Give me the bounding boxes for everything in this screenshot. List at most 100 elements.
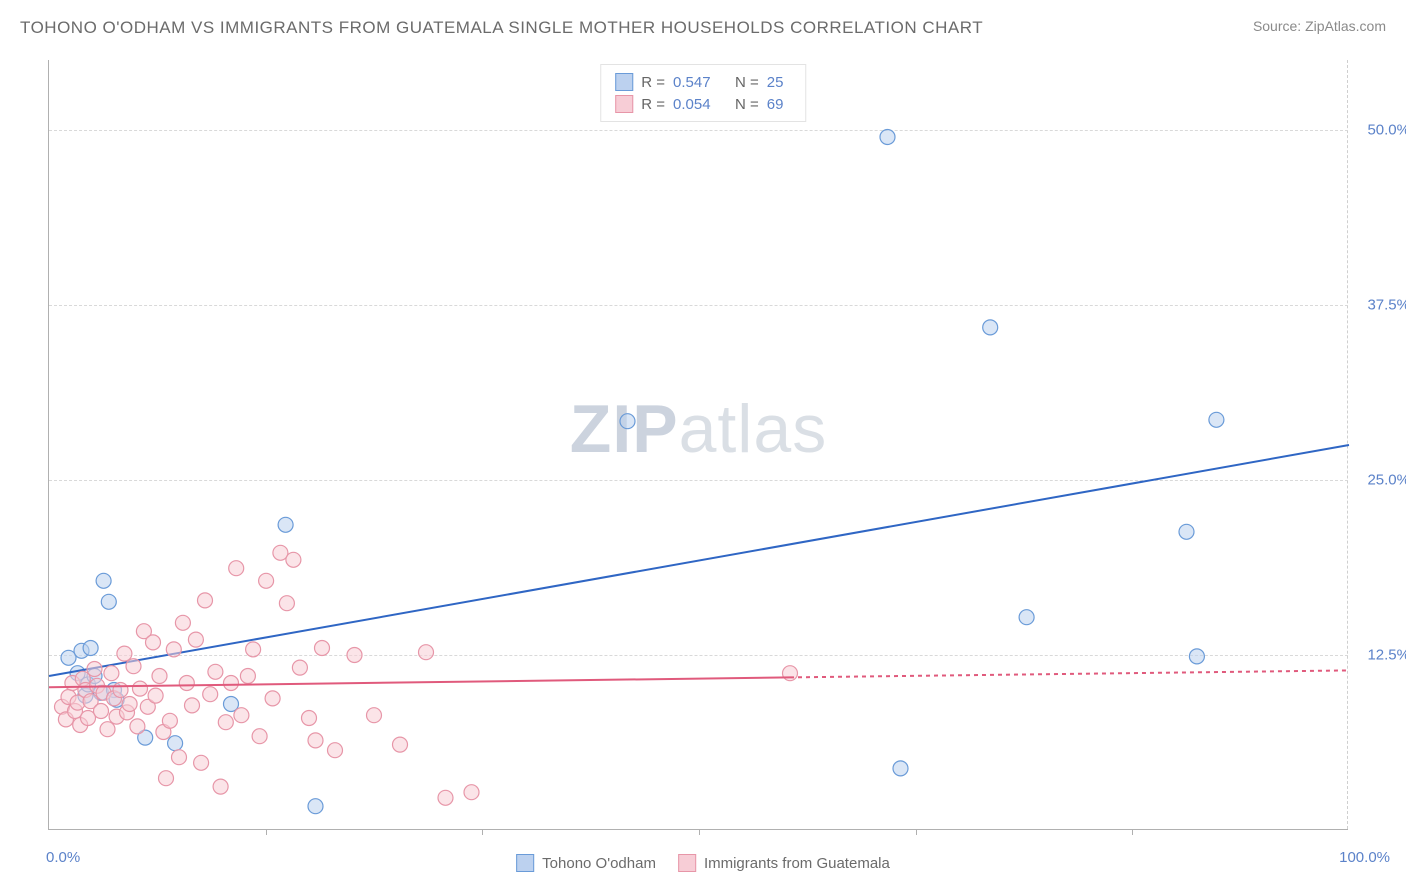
trend-line xyxy=(49,445,1349,676)
scatter-point xyxy=(1209,412,1224,427)
n-label: N = xyxy=(735,96,759,113)
scatter-point xyxy=(208,664,223,679)
scatter-point xyxy=(302,711,317,726)
scatter-point xyxy=(146,635,161,650)
scatter-point xyxy=(203,687,218,702)
scatter-point xyxy=(101,594,116,609)
scatter-point xyxy=(880,130,895,145)
x-axis-max-label: 100.0% xyxy=(1339,849,1390,866)
scatter-point xyxy=(122,697,137,712)
scatter-svg xyxy=(49,60,1348,829)
scatter-point xyxy=(234,708,249,723)
y-tick-label: 12.5% xyxy=(1367,647,1406,664)
scatter-point xyxy=(279,596,294,611)
r-value: 0.054 xyxy=(673,96,727,113)
n-value: 69 xyxy=(767,96,791,113)
chart-title: TOHONO O'ODHAM VS IMMIGRANTS FROM GUATEM… xyxy=(20,18,983,38)
scatter-point xyxy=(265,691,280,706)
legend-bottom-item: Tohono O'odham xyxy=(516,854,656,872)
scatter-point xyxy=(96,573,111,588)
scatter-point xyxy=(1189,649,1204,664)
scatter-point xyxy=(308,799,323,814)
scatter-point xyxy=(367,708,382,723)
legend-bottom-item: Immigrants from Guatemala xyxy=(678,854,890,872)
r-value: 0.547 xyxy=(673,74,727,91)
scatter-point xyxy=(166,642,181,657)
scatter-point xyxy=(252,729,267,744)
scatter-point xyxy=(100,722,115,737)
y-tick-label: 50.0% xyxy=(1367,122,1406,139)
x-tick xyxy=(266,829,267,835)
scatter-point xyxy=(347,648,362,663)
scatter-point xyxy=(328,743,343,758)
scatter-point xyxy=(464,785,479,800)
scatter-point xyxy=(1179,524,1194,539)
scatter-point xyxy=(168,736,183,751)
trend-line-extrapolated xyxy=(790,670,1349,677)
y-tick-label: 25.0% xyxy=(1367,472,1406,489)
scatter-point xyxy=(315,641,330,656)
scatter-point xyxy=(308,733,323,748)
scatter-point xyxy=(259,573,274,588)
scatter-point xyxy=(117,646,132,661)
legend-swatch xyxy=(615,73,633,91)
scatter-point xyxy=(194,755,209,770)
series-legend: Tohono O'odham Immigrants from Guatemala xyxy=(516,854,890,872)
scatter-point xyxy=(83,641,98,656)
scatter-point xyxy=(152,669,167,684)
legend-swatch xyxy=(516,854,534,872)
scatter-point xyxy=(94,704,109,719)
x-axis-min-label: 0.0% xyxy=(46,849,80,866)
scatter-point xyxy=(620,414,635,429)
scatter-point xyxy=(172,750,187,765)
legend-swatch xyxy=(678,854,696,872)
scatter-point xyxy=(148,688,163,703)
scatter-point xyxy=(229,561,244,576)
scatter-point xyxy=(185,698,200,713)
scatter-point xyxy=(87,662,102,677)
legend-label: Immigrants from Guatemala xyxy=(704,855,890,872)
r-label: R = xyxy=(641,74,665,91)
scatter-point xyxy=(133,681,148,696)
legend-top-row: R = 0.547 N = 25 xyxy=(615,71,791,93)
scatter-point xyxy=(240,669,255,684)
source-name: ZipAtlas.com xyxy=(1305,18,1386,34)
scatter-point xyxy=(286,552,301,567)
scatter-point xyxy=(179,676,194,691)
legend-top-row: R = 0.054 N = 69 xyxy=(615,93,791,115)
x-tick xyxy=(916,829,917,835)
scatter-point xyxy=(162,713,177,728)
scatter-point xyxy=(218,715,233,730)
scatter-point xyxy=(126,659,141,674)
scatter-point xyxy=(188,632,203,647)
scatter-point xyxy=(104,666,119,681)
scatter-point xyxy=(246,642,261,657)
scatter-point xyxy=(292,660,307,675)
scatter-point xyxy=(278,517,293,532)
scatter-point xyxy=(893,761,908,776)
scatter-point xyxy=(983,320,998,335)
scatter-point xyxy=(159,771,174,786)
n-label: N = xyxy=(735,74,759,91)
scatter-point xyxy=(419,645,434,660)
scatter-point xyxy=(1019,610,1034,625)
scatter-point xyxy=(175,615,190,630)
plot-area: 12.5%25.0%37.5%50.0% ZIPatlas xyxy=(48,60,1348,830)
legend-label: Tohono O'odham xyxy=(542,855,656,872)
scatter-point xyxy=(224,676,239,691)
scatter-point xyxy=(113,683,128,698)
x-tick xyxy=(482,829,483,835)
legend-swatch xyxy=(615,95,633,113)
scatter-point xyxy=(130,719,145,734)
source-attribution: Source: ZipAtlas.com xyxy=(1253,18,1386,34)
x-tick xyxy=(699,829,700,835)
scatter-point xyxy=(393,737,408,752)
x-tick xyxy=(1132,829,1133,835)
n-value: 25 xyxy=(767,74,791,91)
correlation-legend: R = 0.547 N = 25 R = 0.054 N = 69 xyxy=(600,64,806,122)
scatter-point xyxy=(198,593,213,608)
y-tick-label: 37.5% xyxy=(1367,297,1406,314)
r-label: R = xyxy=(641,96,665,113)
scatter-point xyxy=(213,779,228,794)
source-label: Source: xyxy=(1253,18,1305,34)
